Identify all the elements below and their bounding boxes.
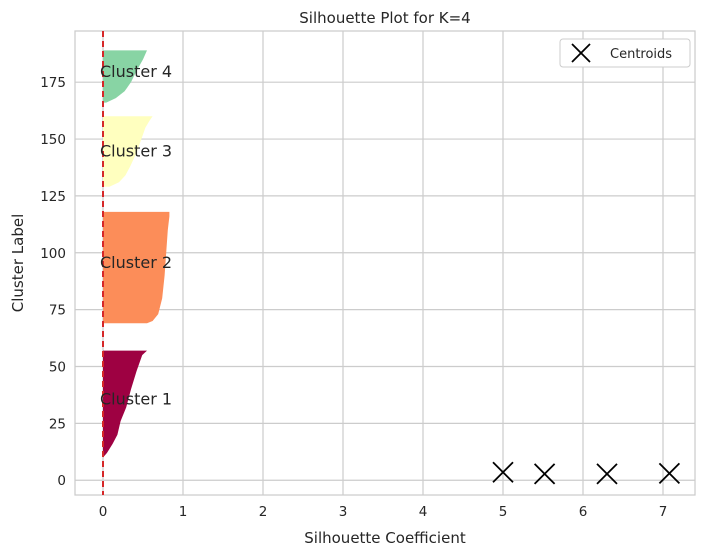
centroid-marker [492, 461, 514, 483]
y-tick-label: 25 [49, 416, 66, 432]
y-tick-label: 150 [40, 132, 66, 148]
y-axis-label: Cluster Label [9, 214, 27, 312]
cluster-4-label: Cluster 4 [100, 62, 172, 81]
x-tick-label: 1 [179, 504, 188, 520]
cluster-2-label: Cluster 2 [100, 253, 172, 272]
cluster-2-area [103, 211, 170, 324]
centroid-marker [596, 463, 618, 485]
y-tick-label: 175 [40, 75, 66, 91]
cluster-areas [103, 50, 170, 458]
x-tick-label: 4 [419, 504, 428, 520]
x-tick-label: 0 [99, 504, 108, 520]
centroid-markers [492, 461, 681, 485]
centroid-marker [533, 463, 556, 485]
cluster-1-label: Cluster 1 [100, 389, 172, 408]
x-tick-labels: 0 1 2 3 4 5 6 7 [99, 504, 668, 520]
x-axis-label: Silhouette Coefficient [304, 529, 466, 547]
cluster-3-label: Cluster 3 [100, 141, 172, 160]
legend-box [559, 38, 691, 68]
cluster-labels: Cluster 1 Cluster 2 Cluster 3 Cluster 4 [100, 62, 172, 409]
legend-centroid-marker [571, 43, 591, 63]
plot-area [74, 30, 696, 496]
cluster-3-area [103, 116, 153, 187]
x-tick-label: 6 [579, 504, 588, 520]
cluster-1-area [103, 350, 147, 458]
y-tick-label: 75 [49, 303, 66, 319]
legend-label: Centroids [610, 47, 672, 62]
x-tick-label: 5 [499, 504, 508, 520]
x-tick-label: 3 [339, 504, 348, 520]
chart-title: Silhouette Plot for K=4 [299, 9, 470, 27]
y-tick-label: 100 [40, 246, 66, 262]
legend-x-icon [571, 43, 591, 63]
y-tick-label: 125 [40, 189, 66, 205]
y-tick-labels: 0 25 50 75 100 125 150 175 [40, 75, 66, 489]
y-tick-label: 50 [49, 359, 66, 375]
cluster-4-area [103, 50, 147, 103]
x-tick-label: 2 [259, 504, 268, 520]
x-tick-label: 7 [659, 504, 668, 520]
centroid-marker [658, 462, 681, 485]
legend: Centroids [559, 38, 691, 68]
y-tick-label: 0 [57, 473, 66, 489]
